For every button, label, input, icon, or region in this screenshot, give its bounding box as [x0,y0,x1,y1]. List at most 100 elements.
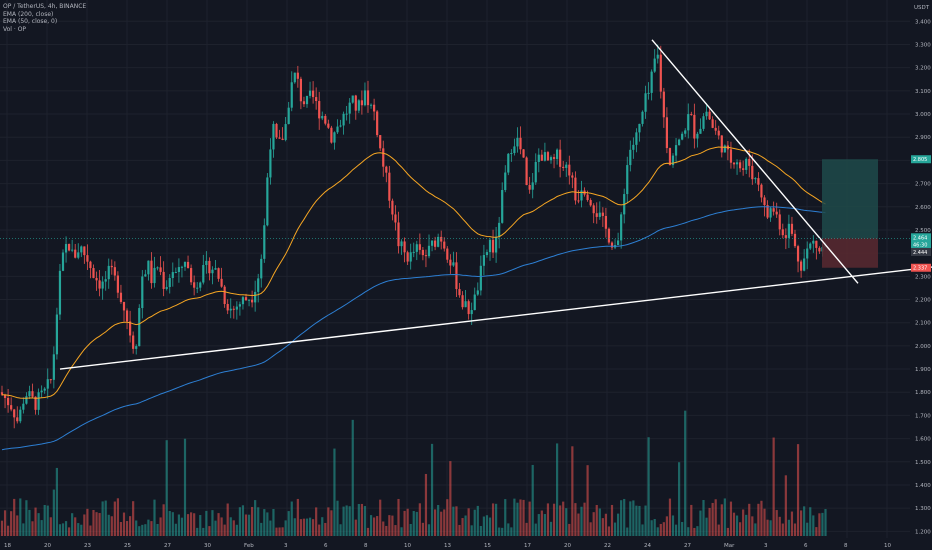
volume-bar [452,506,455,536]
volume-bar [653,518,656,536]
volume-bar [745,514,748,536]
candle-body [674,145,678,156]
candle-body [592,205,595,214]
candle-body [266,177,269,226]
candle-body [565,164,568,168]
volume-bar [391,515,394,536]
candle-body [135,346,138,349]
volume-bar [513,498,516,536]
candle-body [348,102,351,114]
candle-body [80,246,83,253]
candle-body [513,146,516,154]
candle-body [354,95,357,111]
candle-body [369,104,373,106]
volume-bar [690,504,693,536]
candle-body [156,267,159,269]
volume-bar [778,516,781,536]
volume-bar [659,523,662,536]
legend-volume[interactable]: Vol · OP [3,25,27,33]
volume-bar [638,505,641,536]
candle-body [452,262,455,266]
candle-body [491,239,495,253]
candle-body [699,128,702,134]
volume-bar [110,516,113,536]
candle-body [333,132,336,143]
volume-bar [717,524,720,536]
volume-bar [220,517,223,536]
legend-ema50[interactable]: EMA (50, close, 0) [3,18,58,26]
legend-symbol[interactable]: OP / TetherUS, 4h, BINANCE [3,3,87,10]
volume-bar [327,507,330,536]
volume-bar [583,502,586,536]
legend-ema200[interactable]: EMA (200, close) [3,10,54,18]
candle-body [16,417,19,422]
y-tick-label: 1.700 [915,413,931,419]
volume-bar [488,517,492,536]
volume-bar [257,507,260,536]
candle-body [290,82,293,108]
volume-bar [406,508,409,536]
volume-bar [729,501,733,536]
candle-body [598,212,601,217]
volume-bar [86,508,89,536]
volume-bar [351,419,354,536]
candle-body [418,244,421,250]
candle-body [388,172,391,201]
y-tick-label: 2.200 [915,298,931,304]
candle-body [537,154,540,162]
volume-bar [534,523,537,536]
volume-bar [238,507,241,536]
volume-bar [723,498,726,536]
candle-body [168,278,171,288]
candle-body [342,113,345,126]
volume-bar [333,448,336,536]
candle-body [409,252,412,262]
volume-bar [37,513,40,536]
volume-bar [400,527,403,536]
candle-body [58,270,62,315]
candle-body [763,197,766,206]
volume-bar [95,512,98,536]
volume-bar [92,509,95,536]
volume-bar [650,520,653,536]
volume-bar [64,521,68,536]
y-tick-label: 2.100 [915,321,931,327]
candle-body [308,90,312,96]
candle-body [183,261,187,267]
volume-bar [656,527,659,536]
candle-body [644,93,647,112]
volume-bar [217,513,220,536]
volume-bar [138,526,141,536]
volume-bar [665,516,668,536]
chart-legend: OP / TetherUS, 4h, BINANCE EMA (200, clo… [3,3,86,33]
candle-body [601,212,604,216]
candle-body [86,255,89,262]
price-tag-label: 46:30 [913,242,927,248]
candle-body [275,123,278,138]
volume-bar [467,508,470,536]
volume-bar [699,510,702,536]
volume-bar [449,461,452,536]
x-tick-label: 10 [884,543,891,549]
candle-body [132,335,135,349]
candle-body [495,236,498,253]
candle-body [604,215,607,229]
volume-bar [10,511,13,536]
candle-body [19,409,22,422]
volume-bar [199,515,202,536]
volume-bar [373,517,376,536]
volume-bar [284,520,287,536]
candle-body [299,78,302,102]
candle-body [211,269,214,274]
volume-bar [479,525,482,536]
volume-bar [183,438,187,536]
candle-body [74,249,77,258]
volume-bar [101,501,104,536]
candle-body [46,379,49,389]
volume-bar [28,509,31,536]
candle-body [324,115,327,124]
candle-body [757,178,760,185]
candle-body [229,308,232,311]
x-tick-label: 20 [564,543,571,549]
